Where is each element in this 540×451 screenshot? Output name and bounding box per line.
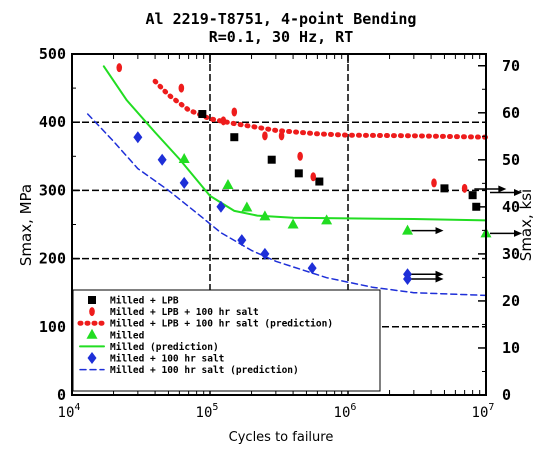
legend-label: Milled bbox=[110, 330, 145, 341]
data-point-milled-lpb bbox=[198, 110, 207, 119]
y-left-tick-label: 0 bbox=[57, 386, 66, 404]
data-point-milled bbox=[241, 201, 253, 212]
y-right-tick-label: 60 bbox=[502, 104, 520, 122]
y-right-tick-label: 50 bbox=[502, 151, 520, 169]
legend-label: Milled (prediction) bbox=[110, 342, 219, 353]
data-point-milled bbox=[287, 218, 299, 229]
legend-marker-milled-100-hr-salt bbox=[87, 352, 97, 364]
data-markers bbox=[116, 63, 492, 286]
runout-arrow-head bbox=[498, 185, 507, 193]
data-point-milled-lpb-100-hr-salt bbox=[431, 178, 437, 188]
data-point-milled-lpb bbox=[294, 169, 303, 178]
runout-arrow-head bbox=[514, 229, 522, 237]
y-axis-label-left: Smax, MPa bbox=[17, 184, 35, 266]
data-point-milled-lpb-100-hr-salt bbox=[116, 63, 123, 73]
legend-box bbox=[72, 289, 381, 392]
x-tick-label: 105 bbox=[196, 402, 219, 421]
data-point-milled bbox=[321, 214, 333, 225]
data-point-milled bbox=[222, 178, 234, 189]
data-point-milled-100-hr-salt bbox=[403, 273, 413, 286]
series-line-milled-prediction bbox=[102, 65, 487, 222]
data-point-milled-lpb-100-hr-salt bbox=[297, 151, 303, 161]
data-point-milled-lpb-100-hr-salt bbox=[310, 172, 317, 182]
y-right-tick-label: 70 bbox=[502, 57, 520, 75]
data-point-milled-100-hr-salt bbox=[157, 153, 167, 166]
data-point-milled-lpb-100-hr-salt bbox=[461, 183, 468, 193]
data-point-milled-100-hr-salt bbox=[133, 131, 143, 144]
y-right-tick-label: 40 bbox=[502, 198, 520, 216]
y-axis-label-right: Smax, ksi bbox=[517, 189, 535, 261]
y-right-tick-label: 20 bbox=[502, 292, 520, 310]
runout-arrow-head bbox=[435, 275, 444, 283]
x-tick-label: 107 bbox=[472, 402, 495, 421]
chart-title: Al 2219-T8751, 4-point Bending R=0.1, 30… bbox=[146, 10, 417, 46]
data-point-milled-lpb bbox=[315, 177, 324, 186]
data-point-milled bbox=[402, 224, 414, 235]
data-point-milled bbox=[259, 210, 271, 221]
y-axis-left: 0 100 200 300 400 500 bbox=[39, 45, 80, 404]
y-right-tick-label: 10 bbox=[502, 339, 520, 357]
data-point-milled-lpb-100-hr-salt bbox=[178, 83, 185, 93]
legend-label: Milled + 100 hr salt bbox=[110, 354, 224, 365]
series-line-milled-lpb-100-hr-salt-prediction bbox=[152, 78, 489, 140]
legend-label: Milled + LPB + 100 hr salt (prediction) bbox=[110, 319, 333, 330]
data-point-milled-lpb bbox=[440, 184, 449, 193]
legend-label: Milled + LPB bbox=[110, 296, 179, 307]
chart-title-line1: Al 2219-T8751, 4-point Bending bbox=[146, 10, 417, 28]
y-left-tick-label: 200 bbox=[39, 250, 66, 268]
runout-arrow-head bbox=[514, 188, 522, 196]
data-point-milled-100-hr-salt bbox=[216, 200, 226, 213]
data-point-milled-lpb-100-hr-salt bbox=[220, 116, 227, 126]
legend-marker-milled-lpb-100-hr-salt bbox=[89, 307, 95, 317]
data-point-milled-100-hr-salt bbox=[179, 176, 189, 189]
data-point-milled-lpb-100-hr-salt bbox=[231, 107, 238, 117]
runout-arrow-head bbox=[435, 227, 444, 235]
data-point-milled-lpb bbox=[267, 155, 276, 164]
x-tick-label: 106 bbox=[334, 402, 357, 421]
data-point-milled-100-hr-salt bbox=[260, 247, 270, 260]
data-point-milled-lpb bbox=[230, 133, 239, 142]
y-right-tick-label: 30 bbox=[502, 245, 520, 263]
y-right-tick-label: 0 bbox=[502, 386, 511, 404]
data-point-milled-lpb-100-hr-salt bbox=[278, 131, 285, 141]
data-point-milled-lpb bbox=[472, 202, 481, 211]
y-left-tick-label: 500 bbox=[39, 45, 66, 63]
prediction-lines bbox=[86, 65, 489, 297]
series-line-milled-100-hr-salt-prediction bbox=[86, 113, 487, 297]
legend-marker-milled bbox=[86, 328, 98, 339]
data-point-milled-lpb bbox=[468, 191, 477, 200]
y-left-tick-label: 100 bbox=[39, 318, 66, 336]
y-left-tick-label: 300 bbox=[39, 181, 66, 199]
x-axis-label: Cycles to failure bbox=[229, 430, 334, 445]
legend-marker-milled-lpb bbox=[88, 296, 96, 304]
data-point-milled-100-hr-salt bbox=[307, 262, 317, 275]
legend-label: Milled + 100 hr salt (prediction) bbox=[110, 365, 299, 376]
x-tick-label: 104 bbox=[58, 402, 81, 421]
runout-arrow-head bbox=[435, 270, 444, 278]
chart-title-line2: R=0.1, 30 Hz, RT bbox=[209, 28, 354, 46]
runout-arrows bbox=[411, 185, 522, 283]
legend-label: Milled + LPB + 100 hr salt bbox=[110, 307, 259, 318]
data-point-milled-lpb-100-hr-salt bbox=[262, 131, 268, 141]
data-point-milled bbox=[178, 153, 190, 164]
data-point-milled-100-hr-salt bbox=[237, 234, 247, 247]
y-left-tick-label: 400 bbox=[39, 113, 66, 131]
x-axis: 104 105 106 107 bbox=[58, 54, 495, 421]
y-axis-right: 0 10 20 30 40 50 60 70 bbox=[478, 57, 520, 404]
